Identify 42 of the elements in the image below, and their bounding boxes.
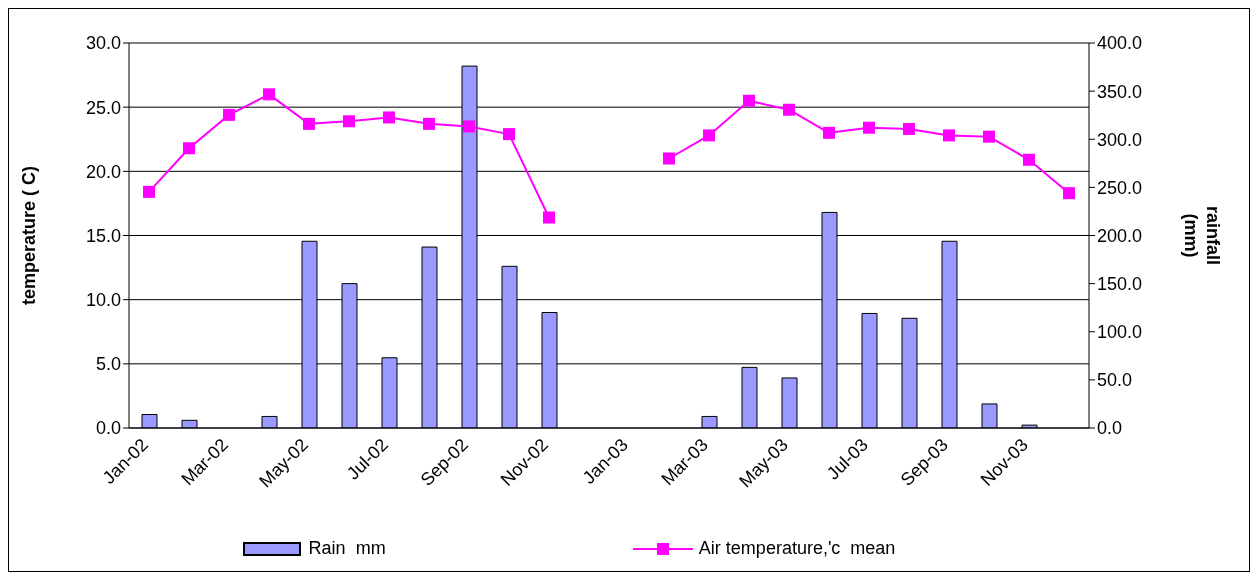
- y2-tick-label: 150.0: [1097, 274, 1143, 295]
- legend-label: Rain mm: [308, 538, 386, 559]
- y2-tick-label: 50.0: [1097, 370, 1133, 391]
- point: [703, 129, 715, 142]
- y-tick-label: 20.0: [85, 161, 121, 182]
- point: [1063, 187, 1075, 200]
- y2-tick-label: 200.0: [1097, 225, 1143, 246]
- point: [383, 111, 395, 124]
- point: [423, 117, 435, 130]
- point: [543, 211, 555, 224]
- point: [223, 108, 235, 121]
- y2-tick-label: 100.0: [1097, 322, 1143, 343]
- point: [863, 121, 875, 134]
- y-tick-label: 15.0: [85, 225, 121, 246]
- point: [943, 129, 955, 142]
- point: [743, 94, 755, 107]
- y2-axis-title: rainfall (mm): [1181, 205, 1223, 266]
- point: [183, 142, 195, 155]
- point: [143, 185, 155, 198]
- legend-label: Air temperature,'c mean: [698, 538, 896, 559]
- y2-tick-label: 350.0: [1097, 81, 1143, 102]
- point: [983, 130, 995, 143]
- point: [463, 120, 475, 133]
- y-tick-label: 5.0: [95, 354, 121, 375]
- y-axis-title: temperature ( C): [19, 165, 40, 306]
- point: [663, 152, 675, 165]
- y-tick-label: 30.0: [85, 33, 121, 54]
- point: [1023, 153, 1035, 166]
- y2-tick-label: 0.0: [1097, 418, 1123, 439]
- y2-tick-label: 300.0: [1097, 129, 1143, 150]
- point: [503, 128, 515, 141]
- y2-tick-label: 400.0: [1097, 33, 1143, 54]
- point: [783, 103, 795, 116]
- point: [303, 117, 315, 130]
- y-tick-label: 0.0: [95, 418, 121, 439]
- y2-tick-label: 250.0: [1097, 177, 1143, 198]
- y-tick-label: 10.0: [85, 290, 121, 311]
- y-tick-label: 25.0: [85, 97, 121, 118]
- point: [343, 115, 355, 128]
- point: [263, 88, 275, 101]
- point: [903, 122, 915, 135]
- point: [823, 126, 835, 139]
